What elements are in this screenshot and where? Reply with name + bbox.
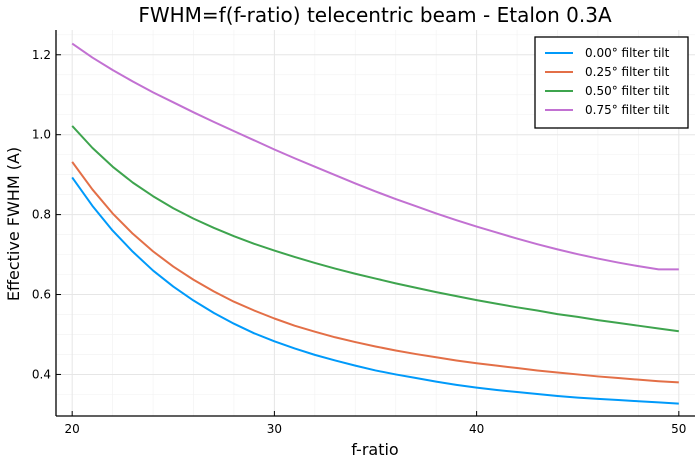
x-tick-label: 20 bbox=[65, 422, 80, 436]
series-line-1 bbox=[71, 161, 679, 384]
legend-label-0: 0.00° filter tilt bbox=[585, 46, 670, 60]
legend-label-2: 0.50° filter tilt bbox=[585, 84, 670, 98]
y-tick-label: 0.8 bbox=[32, 208, 51, 222]
legend-label-1: 0.25° filter tilt bbox=[585, 65, 670, 79]
y-tick-label: 0.6 bbox=[32, 288, 51, 302]
series-lines bbox=[71, 42, 679, 405]
x-tick-label: 30 bbox=[267, 422, 282, 436]
legend-label-3: 0.75° filter tilt bbox=[585, 103, 670, 117]
y-tick-label: 1.0 bbox=[32, 128, 51, 142]
legend: 0.00° filter tilt 0.25° filter tilt 0.50° … bbox=[534, 36, 689, 129]
series-line-3 bbox=[71, 42, 679, 271]
axes: 20 30 40 50 0.4 0.6 0.8 1.0 1.2 bbox=[32, 30, 695, 436]
y-tick-label: 0.4 bbox=[32, 367, 51, 381]
chart-title: FWHM=f(f-ratio) telecentric beam - Etalo… bbox=[138, 3, 612, 27]
y-tick-label: 1.2 bbox=[32, 48, 51, 62]
x-tick-label: 50 bbox=[671, 422, 686, 436]
x-axis-label: f-ratio bbox=[351, 440, 398, 459]
y-axis-label: Effective FWHM (A) bbox=[4, 147, 23, 301]
x-tick-label: 40 bbox=[469, 422, 484, 436]
series-line-2 bbox=[71, 125, 679, 333]
series-line-0 bbox=[71, 176, 679, 405]
